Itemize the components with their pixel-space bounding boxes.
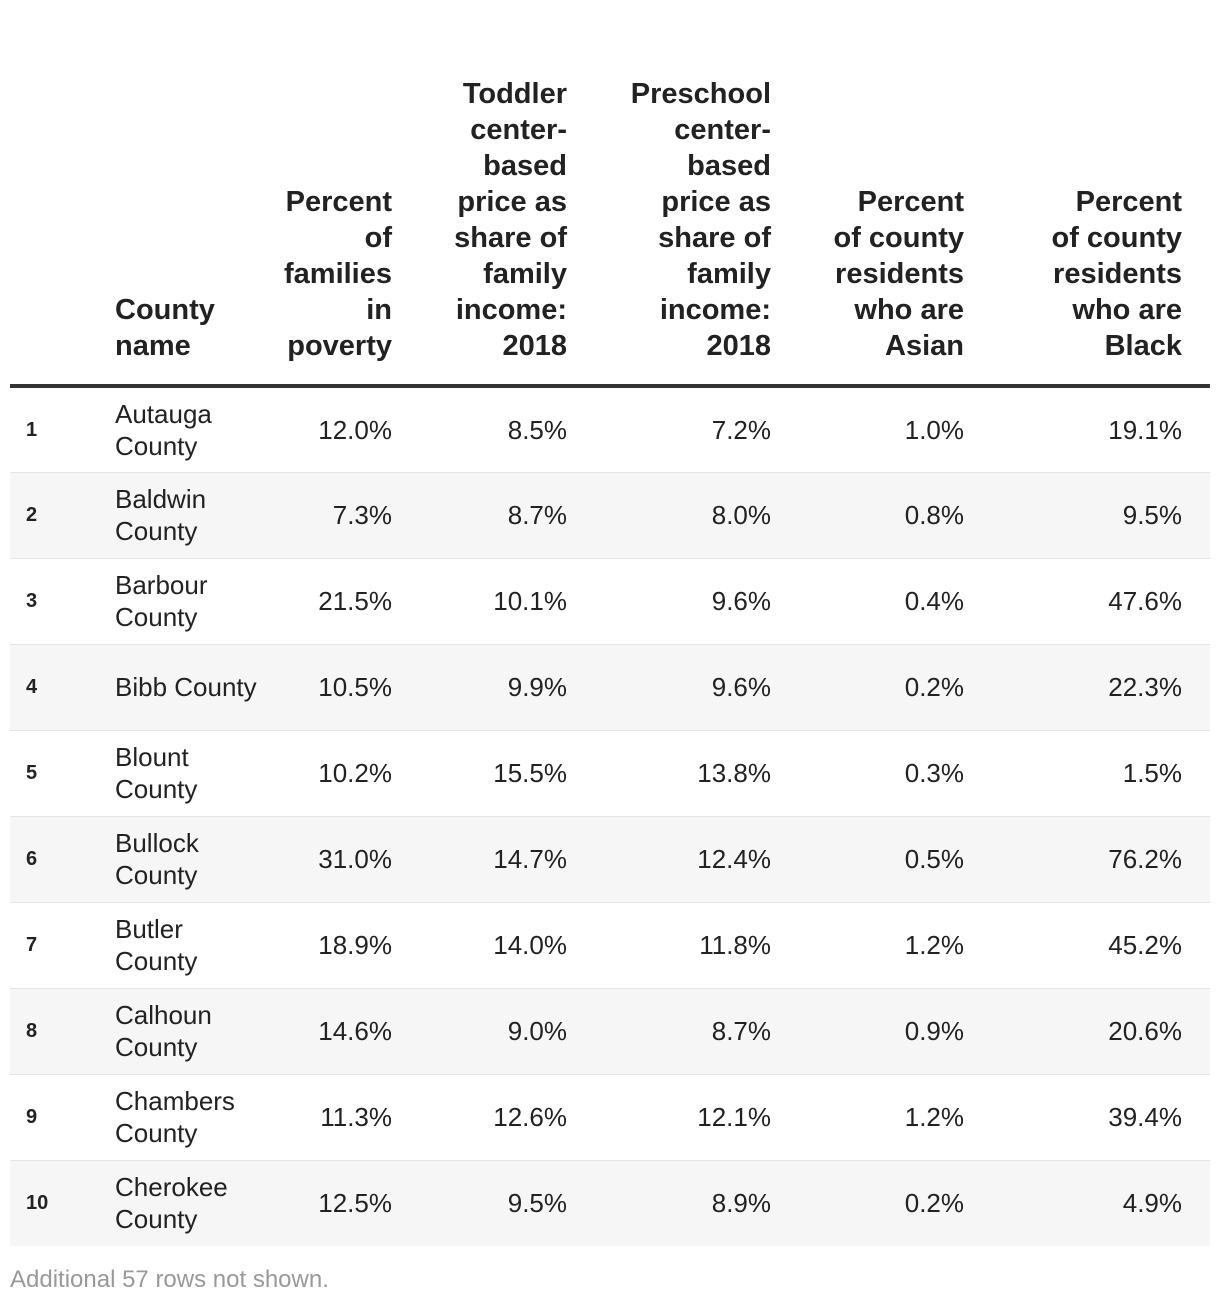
row-index: 3 bbox=[26, 590, 38, 612]
poverty-cell: 14.6% bbox=[318, 1016, 392, 1046]
preschool-price-cell: 8.9% bbox=[711, 1188, 771, 1219]
table-row: 4 Bibb County 10.5% 9.9% 9.6% 0.2% 22.3% bbox=[10, 644, 1210, 730]
county-name-cell: Bibb County bbox=[115, 672, 257, 702]
pct-asian-cell: 0.9% bbox=[904, 1016, 964, 1046]
preschool-price-cell: 9.6% bbox=[711, 586, 771, 616]
county-name-cell: Calhoun County bbox=[115, 1000, 212, 1062]
header-pct-black: Percent of county residents who are Blac… bbox=[992, 0, 1210, 388]
pct-asian-cell: 0.2% bbox=[904, 1188, 964, 1219]
header-pct-black-label: Percent of county residents who are Blac… bbox=[1051, 186, 1183, 362]
preschool-price-cell: 8.0% bbox=[711, 500, 771, 530]
toddler-price-cell: 8.5% bbox=[507, 414, 567, 445]
poverty-cell: 10.2% bbox=[318, 758, 392, 788]
row-index: 9 bbox=[26, 1106, 38, 1128]
table-row: 5 Blount County 10.2% 15.5% 13.8% 0.3% 1… bbox=[10, 730, 1210, 816]
pct-black-cell: 76.2% bbox=[1108, 844, 1182, 874]
header-row: County name Percent of families in pover… bbox=[10, 0, 1210, 388]
poverty-cell: 31.0% bbox=[318, 844, 392, 874]
toddler-price-cell: 8.7% bbox=[507, 500, 567, 530]
county-name-cell: Baldwin County bbox=[115, 484, 207, 546]
county-name-cell: Butler County bbox=[115, 914, 198, 976]
county-name-cell: Autauga County bbox=[115, 398, 212, 461]
row-index: 7 bbox=[26, 934, 38, 956]
preschool-price-cell: 7.2% bbox=[711, 414, 771, 445]
preschool-price-cell: 11.8% bbox=[699, 930, 771, 960]
pct-asian-cell: 1.0% bbox=[904, 414, 964, 445]
rows-not-shown-note: Additional 57 rows not shown. bbox=[10, 1266, 329, 1293]
table-row: 3 Barbour County 21.5% 10.1% 9.6% 0.4% 4… bbox=[10, 558, 1210, 644]
row-index: 10 bbox=[26, 1192, 49, 1215]
pct-black-cell: 19.1% bbox=[1108, 414, 1182, 445]
pct-black-cell: 20.6% bbox=[1108, 1016, 1182, 1046]
table-row: 6 Bullock County 31.0% 14.7% 12.4% 0.5% … bbox=[10, 816, 1210, 902]
poverty-cell: 18.9% bbox=[318, 930, 392, 960]
pct-black-cell: 39.4% bbox=[1108, 1102, 1182, 1132]
table-body: 1 Autauga County 12.0% 8.5% 7.2% 1.0% 19… bbox=[10, 386, 1210, 1246]
header-toddler-price: Toddler center-based price as share of f… bbox=[420, 0, 595, 388]
header-pct-asian-label: Percent of county residents who are Asia… bbox=[833, 186, 965, 362]
table-row: 1 Autauga County 12.0% 8.5% 7.2% 1.0% 19… bbox=[10, 386, 1210, 472]
pct-asian-cell: 0.4% bbox=[904, 586, 964, 616]
table-row: 2 Baldwin County 7.3% 8.7% 8.0% 0.8% 9.5… bbox=[10, 472, 1210, 558]
row-index: 5 bbox=[26, 762, 38, 784]
row-index: 4 bbox=[26, 676, 38, 698]
toddler-price-cell: 9.5% bbox=[507, 1188, 567, 1219]
pct-asian-cell: 0.8% bbox=[904, 500, 964, 530]
preschool-price-cell: 13.8% bbox=[697, 758, 771, 788]
header-pct-asian: Percent of county residents who are Asia… bbox=[799, 0, 992, 388]
toddler-price-cell: 15.5% bbox=[493, 758, 567, 788]
poverty-cell: 7.3% bbox=[332, 500, 392, 530]
header-index bbox=[10, 0, 105, 388]
pct-asian-cell: 1.2% bbox=[904, 1102, 964, 1132]
preschool-price-cell: 12.4% bbox=[697, 844, 771, 874]
preschool-price-cell: 12.1% bbox=[697, 1102, 771, 1132]
header-preschool-price: Preschool center-based price as share of… bbox=[595, 0, 799, 388]
row-index: 2 bbox=[26, 504, 38, 526]
preschool-price-cell: 8.7% bbox=[711, 1016, 771, 1046]
poverty-cell: 11.3% bbox=[320, 1102, 392, 1132]
county-name-cell: Cherokee County bbox=[115, 1172, 228, 1235]
pct-asian-cell: 0.2% bbox=[904, 672, 964, 702]
county-name-cell: Barbour County bbox=[115, 570, 208, 632]
county-name-cell: Bullock County bbox=[115, 828, 199, 890]
toddler-price-cell: 9.0% bbox=[507, 1016, 567, 1046]
table-row: 7 Butler County 18.9% 14.0% 11.8% 1.2% 4… bbox=[10, 902, 1210, 988]
poverty-cell: 21.5% bbox=[318, 586, 392, 616]
pct-black-cell: 45.2% bbox=[1108, 930, 1182, 960]
county-name-cell: Blount County bbox=[115, 742, 198, 804]
toddler-price-cell: 10.1% bbox=[493, 586, 567, 616]
header-county-name-label: County name bbox=[115, 294, 215, 362]
table-header: County name Percent of families in pover… bbox=[10, 0, 1210, 388]
pct-asian-cell: 1.2% bbox=[904, 930, 964, 960]
poverty-cell: 12.0% bbox=[318, 414, 392, 445]
row-index: 6 bbox=[26, 848, 38, 870]
pct-black-cell: 47.6% bbox=[1108, 586, 1182, 616]
toddler-price-cell: 9.9% bbox=[507, 672, 567, 702]
table-row: 9 Chambers County 11.3% 12.6% 12.1% 1.2%… bbox=[10, 1074, 1210, 1160]
poverty-cell: 12.5% bbox=[318, 1188, 392, 1219]
header-toddler-price-label: Toddler center-based price as share of f… bbox=[454, 78, 567, 362]
pct-black-cell: 22.3% bbox=[1108, 672, 1182, 702]
pct-black-cell: 4.9% bbox=[1122, 1188, 1182, 1219]
pct-black-cell: 9.5% bbox=[1122, 500, 1182, 530]
table-row: 8 Calhoun County 14.6% 9.0% 8.7% 0.9% 20… bbox=[10, 988, 1210, 1074]
poverty-cell: 10.5% bbox=[318, 672, 392, 702]
pct-black-cell: 1.5% bbox=[1122, 758, 1182, 788]
header-preschool-price-label: Preschool center-based price as share of… bbox=[630, 78, 771, 362]
county-name-cell: Chambers County bbox=[115, 1086, 235, 1148]
row-index: 8 bbox=[26, 1020, 38, 1042]
toddler-price-cell: 14.0% bbox=[493, 930, 567, 960]
pct-asian-cell: 0.3% bbox=[904, 758, 964, 788]
header-county-name: County name bbox=[105, 0, 270, 388]
preschool-price-cell: 9.6% bbox=[711, 672, 771, 702]
pct-asian-cell: 0.5% bbox=[904, 844, 964, 874]
data-table-container: County name Percent of families in pover… bbox=[10, 0, 1210, 1246]
table-row: 10 Cherokee County 12.5% 9.5% 8.9% 0.2% … bbox=[10, 1160, 1210, 1246]
header-poverty-label: Percent of families in poverty bbox=[284, 186, 392, 362]
toddler-price-cell: 14.7% bbox=[493, 844, 567, 874]
row-index: 1 bbox=[26, 418, 38, 441]
header-poverty: Percent of families in poverty bbox=[270, 0, 420, 388]
toddler-price-cell: 12.6% bbox=[493, 1102, 567, 1132]
county-childcare-table: County name Percent of families in pover… bbox=[10, 0, 1210, 1246]
